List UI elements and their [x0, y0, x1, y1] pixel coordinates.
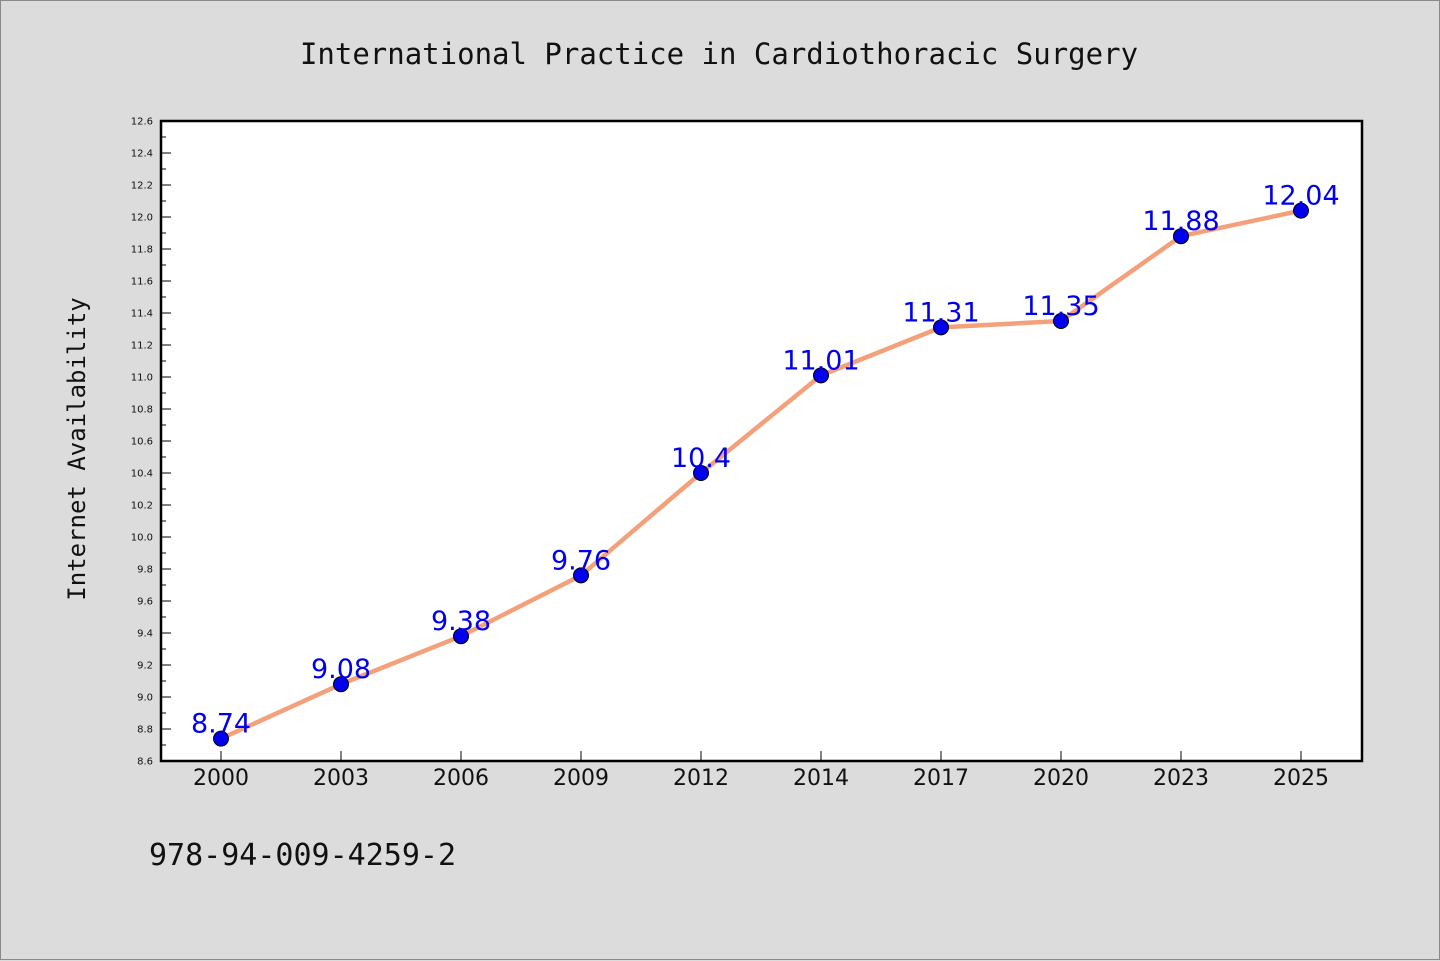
data-label: 8.74: [191, 709, 251, 740]
data-point: [933, 319, 949, 336]
y-tick-label: 9.6: [137, 597, 153, 608]
y-tick-label: 9.0: [137, 693, 153, 704]
y-tick-label: 12.6: [131, 117, 153, 128]
data-label: 12.04: [1262, 181, 1339, 212]
isbn-footnote: 978-94-009-4259-2: [149, 838, 456, 873]
y-axis-ticks: 8.6 8.8 9.0 9.2 9.4 9.6 9.8 10.0 10.2 10.4 10.6 10.…: [131, 117, 171, 768]
x-tick-label: 2000: [193, 766, 249, 791]
y-tick-label: 10.4: [131, 469, 153, 480]
data-point: [693, 465, 709, 481]
y-tick-label: 12.2: [131, 181, 153, 192]
series-line-group: [213, 202, 1309, 747]
series-line: [218, 208, 1304, 741]
x-tick-label: 2025: [1273, 766, 1329, 791]
y-tick-label: 10.6: [131, 437, 153, 448]
data-point: [333, 676, 349, 693]
x-tick-label: 2009: [553, 766, 609, 791]
data-point: [1173, 228, 1189, 245]
data-point: [1293, 202, 1309, 219]
plot-border: [159, 119, 1364, 763]
y-tick-label: 8.6: [137, 757, 153, 768]
x-tick-label: 2023: [1153, 766, 1209, 791]
x-tick-label: 2020: [1033, 766, 1089, 791]
x-tick-label: 2012: [673, 766, 729, 791]
x-tick-label: 2003: [313, 766, 369, 791]
y-tick-label: 11.0: [131, 373, 153, 384]
data-point: [1053, 313, 1069, 329]
data-point: [813, 367, 829, 384]
data-point: [213, 730, 229, 747]
data-label: 9.38: [431, 606, 491, 637]
data-label: 11.88: [1142, 206, 1219, 237]
data-point: [573, 567, 589, 584]
y-axis-label: Internet Availability: [63, 297, 91, 600]
data-label: 9.76: [551, 545, 611, 576]
x-tick-label: 2006: [433, 766, 489, 791]
y-tick-label: 10.8: [131, 405, 153, 416]
y-tick-label: 9.2: [137, 661, 153, 672]
y-tick-label: 8.8: [137, 725, 153, 736]
y-tick-label: 12.0: [131, 213, 153, 224]
data-point: [453, 628, 469, 645]
chart-title: International Practice in Cardiothoracic…: [300, 37, 1138, 71]
plot-area: [161, 121, 1362, 761]
y-tick-label: 12.4: [131, 149, 153, 160]
y-tick-label: 11.2: [131, 341, 153, 352]
data-label: 10.4: [671, 443, 731, 474]
x-tick-label: 2017: [913, 766, 969, 791]
y-tick-label: 10.2: [131, 501, 153, 512]
data-label: 11.35: [1022, 291, 1099, 322]
y-tick-label: 11.6: [131, 277, 153, 288]
x-tick-label: 2014: [793, 766, 849, 791]
y-tick-label: 10.0: [131, 533, 153, 544]
x-axis-ticks: 2000 2003 2006 2009 2012 2014 2017 2020 2023 2025: [193, 751, 1329, 791]
y-tick-label: 11.8: [131, 245, 153, 256]
data-labels-group: 8.74 9.08 9.38 9.76 10.4 11.01 11.31 11.35 11.88…: [191, 181, 1340, 740]
data-label: 11.31: [902, 297, 979, 328]
y-tick-label: 9.8: [137, 565, 153, 576]
y-tick-label: 11.4: [131, 309, 153, 320]
y-tick-label: 9.4: [137, 629, 153, 640]
data-label: 9.08: [311, 654, 371, 685]
data-label: 11.01: [782, 345, 859, 376]
